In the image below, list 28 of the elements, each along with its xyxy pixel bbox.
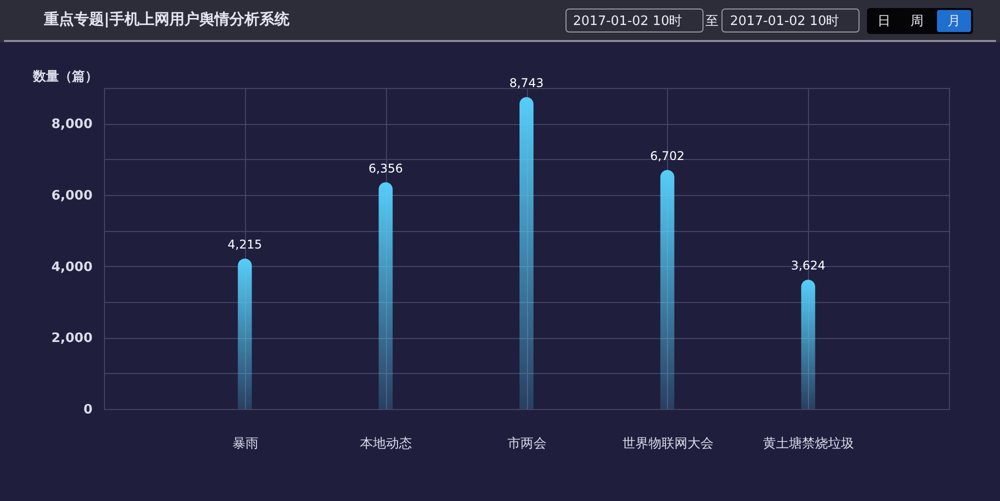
data-label: 4,215 xyxy=(228,238,262,252)
text: 周 xyxy=(910,14,924,29)
x-tick-label: 世界物联网大会 xyxy=(622,436,714,452)
y-tick-label: 0 xyxy=(83,402,92,418)
x-tick-label: 市两会 xyxy=(508,436,546,452)
y-tick-label: 8,000 xyxy=(51,117,92,132)
bar xyxy=(660,170,674,409)
y-tick-label: 6,000 xyxy=(51,188,92,204)
text: 2017-01-02 10时 xyxy=(573,14,682,29)
y-axis-title: 数量（篇） xyxy=(32,70,98,84)
text: 2017-01-02 10时 xyxy=(730,14,840,29)
text: 月 xyxy=(948,14,960,29)
data-label: 6,356 xyxy=(368,161,403,176)
text: 至 xyxy=(706,14,718,29)
x-tick-label: 暴雨 xyxy=(232,436,258,452)
x-tick-label: 本地动态 xyxy=(360,436,412,452)
y-tick-label: 2,000 xyxy=(51,331,92,346)
y-tick-label: 4,000 xyxy=(51,260,92,275)
data-label: 8,743 xyxy=(509,76,544,90)
chart-title: 重点专题|手机上网用户舆情分析系统 xyxy=(43,10,290,28)
data-label: 3,624 xyxy=(790,258,826,273)
data-label: 6,702 xyxy=(650,148,685,163)
bar xyxy=(238,258,252,409)
bar xyxy=(801,280,816,409)
text: 日 xyxy=(878,14,890,29)
bar xyxy=(520,97,534,409)
bar xyxy=(378,182,393,409)
x-tick-label: 黄土塘禁烧垃圾 xyxy=(763,436,854,452)
